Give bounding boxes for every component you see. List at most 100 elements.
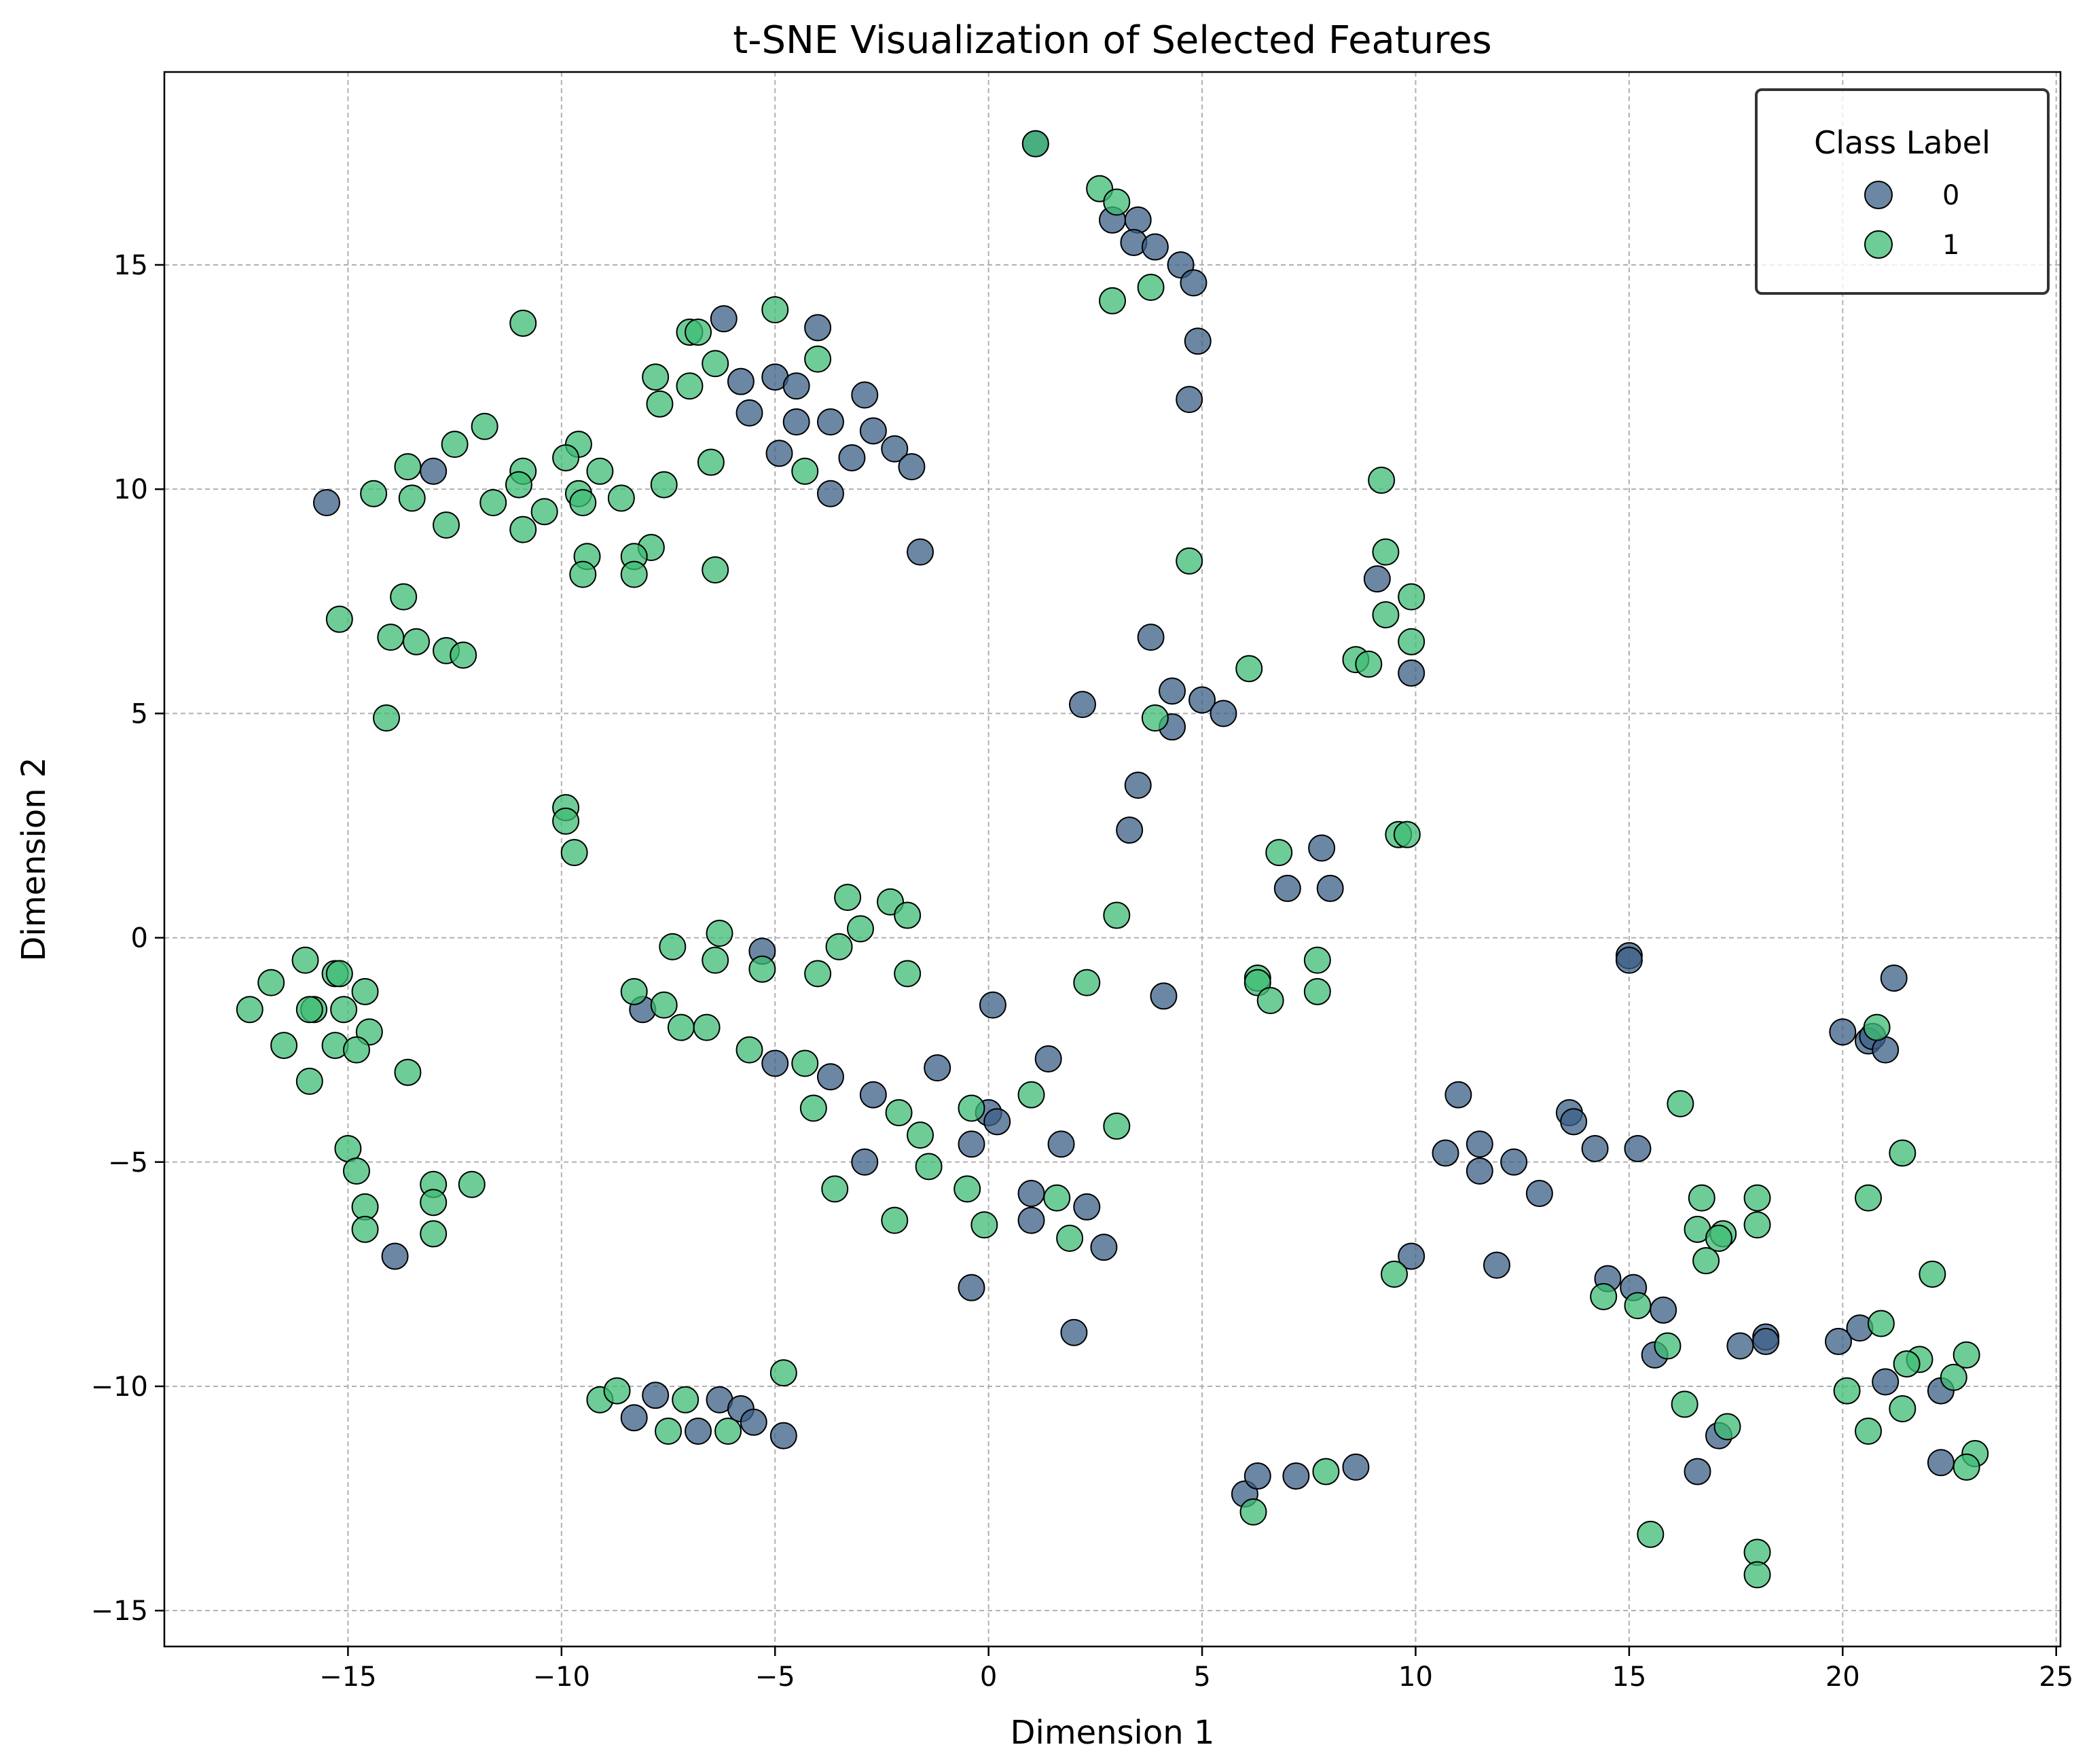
scatter-point-class-1 xyxy=(1855,1418,1883,1445)
scatter-point-class-1 xyxy=(1381,1260,1409,1288)
legend-label-class-0: 0 xyxy=(1942,180,1959,211)
scatter-point-class-1 xyxy=(390,583,418,611)
scatter-point-class-1 xyxy=(479,488,507,516)
scatter-point-class-1 xyxy=(1667,1090,1694,1117)
y-tick-label: 15 xyxy=(113,250,148,281)
scatter-point-class-0 xyxy=(1017,1179,1045,1207)
scatter-point-class-0 xyxy=(1872,1368,1900,1396)
scatter-point-class-1 xyxy=(569,488,597,516)
scatter-point-class-0 xyxy=(1398,659,1425,687)
scatter-point-class-0 xyxy=(1184,327,1212,355)
scatter-point-class-1 xyxy=(1833,1377,1861,1405)
scatter-point-class-1 xyxy=(702,556,729,584)
scatter-point-class-1 xyxy=(676,372,704,400)
scatter-point-class-1 xyxy=(1103,901,1131,929)
scatter-point-class-0 xyxy=(1752,1327,1780,1355)
scatter-point-class-0 xyxy=(1243,1462,1271,1490)
scatter-point-class-0 xyxy=(1525,1179,1553,1207)
scatter-point-class-1 xyxy=(1705,1225,1732,1253)
scatter-point-class-0 xyxy=(1176,386,1203,414)
legend-label-class-1: 1 xyxy=(1942,230,1959,261)
x-tick-label: −15 xyxy=(319,1661,376,1693)
scatter-point-class-1 xyxy=(330,996,358,1024)
scatter-point-class-0 xyxy=(1150,982,1178,1010)
scatter-point-class-0 xyxy=(804,314,832,342)
scatter-point-class-0 xyxy=(851,381,879,409)
scatter-point-class-1 xyxy=(1743,1561,1771,1589)
scatter-point-class-1 xyxy=(325,960,353,988)
scatter-point-class-0 xyxy=(1316,874,1344,902)
scatter-point-class-0 xyxy=(1466,1130,1493,1158)
scatter-point-class-1 xyxy=(894,960,922,988)
scatter-point-class-0 xyxy=(1124,772,1152,799)
scatter-point-class-1 xyxy=(714,1418,742,1445)
scatter-point-class-0 xyxy=(1500,1148,1528,1176)
scatter-point-class-0 xyxy=(769,1422,797,1450)
scatter-point-class-1 xyxy=(907,1121,934,1149)
scatter-point-class-1 xyxy=(1256,987,1284,1015)
scatter-point-class-0 xyxy=(838,444,866,471)
scatter-point-class-0 xyxy=(1624,1134,1652,1162)
scatter-point-class-1 xyxy=(552,444,580,471)
scatter-point-class-1 xyxy=(706,919,733,947)
scatter-point-class-1 xyxy=(881,1206,909,1234)
scatter-point-class-0 xyxy=(1342,1453,1370,1481)
scatter-points xyxy=(236,130,1989,1589)
scatter-point-class-0 xyxy=(1068,691,1096,719)
scatter-point-class-1 xyxy=(958,1094,985,1122)
scatter-point-class-0 xyxy=(924,1054,951,1082)
x-axis-ticks: −15 −10 −5 0 5 10 15 20 25 xyxy=(319,1646,2073,1693)
scatter-point-class-1 xyxy=(1355,650,1383,678)
legend-title: Class Label xyxy=(1814,124,1991,161)
x-tick-label: 5 xyxy=(1193,1661,1210,1693)
scatter-point-class-1 xyxy=(1176,547,1203,575)
scatter-point-class-1 xyxy=(1867,1310,1895,1337)
scatter-point-class-1 xyxy=(509,309,537,337)
scatter-point-class-1 xyxy=(834,884,862,912)
scatter-point-class-0 xyxy=(1581,1134,1609,1162)
scatter-point-class-1 xyxy=(433,511,460,539)
scatter-point-class-1 xyxy=(1073,969,1101,996)
scatter-point-class-0 xyxy=(816,480,844,507)
scatter-point-class-0 xyxy=(1116,816,1144,844)
scatter-point-class-1 xyxy=(761,296,789,324)
scatter-point-class-1 xyxy=(1368,466,1396,494)
scatter-point-class-0 xyxy=(1560,1108,1588,1136)
scatter-point-class-0 xyxy=(1159,677,1186,705)
scatter-point-class-0 xyxy=(1880,965,1908,992)
scatter-point-class-0 xyxy=(907,538,934,566)
scatter-point-class-1 xyxy=(509,516,537,543)
scatter-point-class-1 xyxy=(1692,1247,1720,1275)
scatter-point-class-1 xyxy=(894,901,922,929)
scatter-point-class-0 xyxy=(1047,1130,1075,1158)
scatter-point-class-1 xyxy=(702,350,729,378)
legend: Class Label 0 1 xyxy=(1755,88,2050,295)
y-axis-ticks: −15 −10 −5 0 5 10 15 xyxy=(91,250,164,1627)
scatter-point-class-1 xyxy=(1590,1282,1618,1310)
scatter-point-class-0 xyxy=(1615,946,1643,974)
x-tick-label: 0 xyxy=(980,1661,997,1693)
scatter-point-class-0 xyxy=(642,1382,670,1409)
scatter-point-class-1 xyxy=(791,457,819,485)
scatter-point-class-1 xyxy=(1688,1184,1715,1212)
scatter-point-class-1 xyxy=(1919,1260,1946,1288)
scatter-point-class-1 xyxy=(748,955,776,983)
scatter-point-class-0 xyxy=(881,435,909,463)
scatter-point-class-1 xyxy=(1043,1184,1071,1212)
scatter-point-class-1 xyxy=(360,480,388,507)
scatter-point-class-0 xyxy=(782,372,810,400)
scatter-point-class-1 xyxy=(1372,601,1400,629)
scatter-point-class-1 xyxy=(1393,821,1421,848)
scatter-point-class-1 xyxy=(441,431,469,458)
scatter-point-class-1 xyxy=(697,448,725,476)
scatter-point-class-1 xyxy=(505,471,532,499)
scatter-point-class-1 xyxy=(530,498,558,526)
y-tick-label: 10 xyxy=(113,474,148,505)
x-tick-label: 10 xyxy=(1398,1661,1433,1693)
y-tick-label: 0 xyxy=(131,923,148,954)
scatter-point-class-1 xyxy=(372,704,400,732)
scatter-point-class-1 xyxy=(804,960,832,988)
scatter-point-class-1 xyxy=(1372,538,1400,566)
legend-box xyxy=(1755,88,2050,295)
